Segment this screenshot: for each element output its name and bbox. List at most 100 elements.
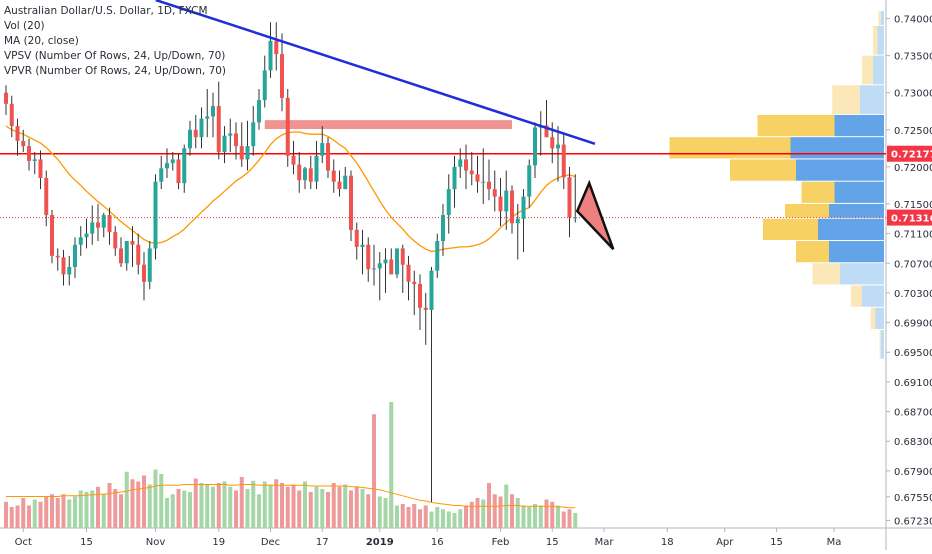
candle-body [165, 163, 169, 169]
vp-row-up [878, 11, 881, 25]
candle-body [268, 40, 273, 71]
candle-body [38, 159, 43, 178]
volume-bar [527, 507, 532, 528]
volume-bar [441, 509, 445, 528]
candle-body [446, 189, 451, 216]
time-tick-label: 15 [770, 537, 783, 548]
trendline [155, 0, 596, 145]
candle-body [257, 100, 261, 123]
volume-bar [73, 496, 77, 528]
candle-body [475, 174, 480, 182]
price-tick-label: 0.69100 [894, 378, 932, 389]
volume-bar [556, 505, 560, 528]
candle-body [205, 116, 210, 119]
vp-row-up [862, 55, 873, 85]
vp-row-down [829, 203, 884, 218]
volume-bar [101, 494, 106, 528]
price-tick-label: 0.67900 [894, 467, 932, 478]
volume-bar [515, 498, 520, 528]
indicator-ma: MA (20, close) [4, 35, 79, 47]
volume-bar [423, 505, 428, 528]
volume-bar [96, 486, 100, 528]
volume-bar [498, 496, 503, 528]
price-tick-label: 0.71100 [894, 230, 932, 241]
volume-bar [55, 498, 60, 528]
candle-body [50, 215, 54, 256]
vp-row-up [785, 203, 829, 218]
vp-row-up [757, 114, 835, 137]
candle-body [124, 241, 129, 264]
volume-bar [130, 479, 135, 528]
candle-body [55, 255, 60, 258]
volume-spike-bar [389, 402, 394, 528]
candle-body [15, 126, 20, 141]
volume-bar [262, 481, 267, 528]
time-tick-label: Apr [716, 537, 734, 548]
candle-body [418, 284, 422, 308]
vp-row-down [840, 263, 884, 285]
ma20-line [5, 125, 576, 253]
volume-bar [573, 513, 578, 528]
candle-body [78, 237, 83, 245]
candle-body [464, 159, 468, 171]
candle-body [96, 222, 100, 228]
candle-body [280, 54, 284, 98]
price-tick-label: 0.74000 [894, 15, 932, 26]
volume-bar [567, 509, 572, 528]
volume-bar [182, 490, 187, 528]
candle-body [343, 175, 348, 190]
time-tick-label: Dec [261, 537, 280, 548]
resistance-zone [264, 120, 512, 130]
volume-bar [377, 496, 382, 528]
volume-bar [458, 509, 463, 528]
volume-bar [124, 471, 129, 528]
candle-body [469, 170, 474, 175]
volume-bar [67, 499, 72, 528]
candle-body [245, 146, 250, 160]
volume-bar [274, 479, 279, 528]
volume-bar [268, 484, 273, 528]
vp-row-up [879, 330, 881, 359]
time-tick-label: 19 [212, 537, 225, 548]
candle-body [21, 140, 26, 147]
volume-bar [383, 498, 388, 528]
volume-bar [452, 513, 457, 528]
vp-row-down [790, 137, 884, 159]
candle-body [101, 215, 106, 228]
candle-body [349, 175, 353, 230]
volume-bar [291, 484, 296, 528]
candle-body [452, 166, 457, 190]
price-tick-label: 0.73000 [894, 89, 932, 100]
volume-bar [153, 469, 158, 528]
candle-body [481, 181, 486, 183]
candle-body [458, 159, 463, 167]
candle-body [389, 259, 394, 275]
volume-bar [107, 483, 112, 528]
volume-bar [90, 490, 95, 528]
candle-body [320, 143, 325, 156]
candle-body [510, 190, 514, 224]
candle-body [533, 127, 537, 166]
candle-body [239, 146, 244, 160]
candle-body [544, 125, 549, 138]
candle-body [170, 159, 175, 164]
volume-spike-bar [372, 414, 376, 528]
candle-body [337, 181, 342, 190]
candle-body [159, 168, 164, 182]
candle-body [136, 244, 141, 265]
price-tick-label: 0.70700 [894, 259, 932, 270]
candle-body [44, 177, 49, 216]
candle-body [326, 143, 330, 171]
candle-body [142, 264, 146, 282]
chart-title: Australian Dollar/U.S. Dollar, 1D, FXCM [4, 5, 208, 17]
candle-body [297, 164, 302, 181]
arrow-drawing [575, 179, 615, 251]
volume-bar [113, 489, 118, 528]
vp-row-down [880, 11, 884, 25]
candle-body [199, 118, 204, 138]
vp-row-down [862, 285, 884, 307]
volume-bar [228, 486, 233, 528]
vp-row-up [873, 25, 878, 55]
